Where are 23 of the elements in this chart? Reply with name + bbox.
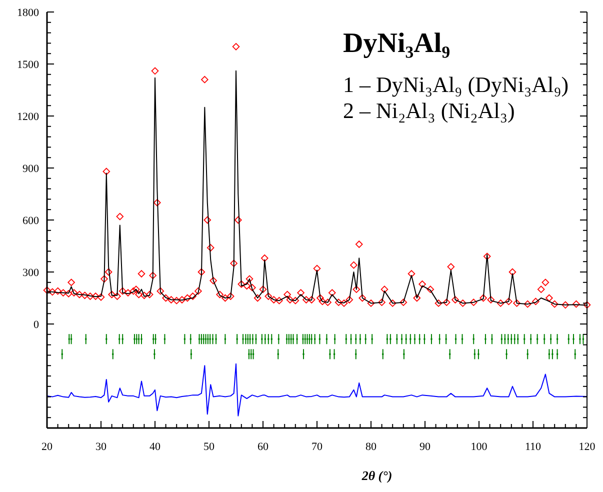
annotation: 2 – Ni₂Al₃ (Ni₂Al₃)	[343, 98, 515, 123]
x-tick-label: 100	[470, 441, 488, 453]
x-tick-label: 30	[96, 441, 107, 453]
x-tick-label: 70	[312, 441, 323, 453]
x-axis-title: 2θ (°)	[360, 468, 392, 483]
annotation: 1 – DyNi₃Al₉ (DyNi₃Al₉)	[343, 72, 569, 97]
x-tick-label: 20	[42, 441, 53, 453]
text: DyNi₃Al₉	[343, 28, 450, 59]
x-tick-label: 110	[524, 441, 542, 453]
x-tick-label: 80	[366, 441, 377, 453]
y-tick-label: 300	[22, 266, 40, 279]
x-tick-label: 120	[578, 441, 596, 453]
y-tick-label: 900	[22, 162, 40, 175]
x-tick-label: 50	[204, 441, 215, 453]
y-tick-label: 600	[22, 214, 40, 227]
x-tick-label: 90	[420, 441, 431, 453]
x-tick-label: 40	[150, 441, 161, 453]
y-tick-label: 1800	[17, 6, 40, 19]
line-series	[46, 363, 588, 416]
x-tick-label: 60	[258, 441, 269, 453]
y-tick-label: 0	[34, 318, 40, 331]
y-tick-label: 1500	[17, 58, 40, 71]
y-tick-label: 1200	[17, 110, 40, 123]
